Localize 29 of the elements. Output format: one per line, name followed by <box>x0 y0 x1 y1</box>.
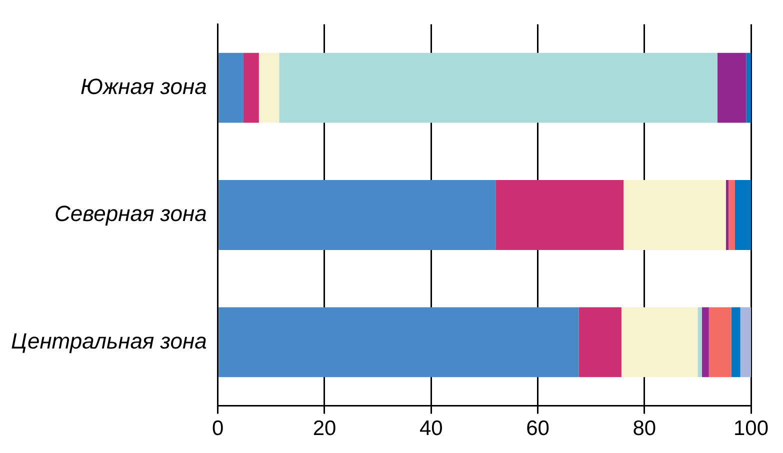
bar <box>624 180 726 250</box>
y-tick-label: Центральная зона <box>10 328 207 354</box>
bar <box>728 180 736 250</box>
x-tick-label: 60 <box>526 417 550 440</box>
bar <box>726 180 729 250</box>
x-tick-label: 100 <box>733 417 769 440</box>
bar <box>746 52 751 123</box>
bar <box>279 52 718 123</box>
x-tick-label: 40 <box>419 417 443 440</box>
bar <box>578 307 622 378</box>
bar <box>735 180 751 250</box>
bar <box>740 307 751 378</box>
bar <box>496 180 624 250</box>
bar <box>708 307 732 378</box>
bar <box>243 52 259 123</box>
x-tick-label: 0 <box>212 417 224 440</box>
y-tick-label: Южная зона <box>80 74 207 99</box>
bar <box>218 52 244 123</box>
bar <box>218 180 496 250</box>
x-tick-label: 80 <box>632 417 656 440</box>
bar <box>702 307 709 378</box>
bar <box>731 307 740 378</box>
bar <box>621 307 698 378</box>
bar <box>717 52 746 123</box>
bar <box>218 307 579 378</box>
y-tick-label: Северная зона <box>54 201 207 226</box>
bar <box>258 52 280 123</box>
bar <box>698 307 702 378</box>
x-tick-label: 20 <box>312 417 336 440</box>
